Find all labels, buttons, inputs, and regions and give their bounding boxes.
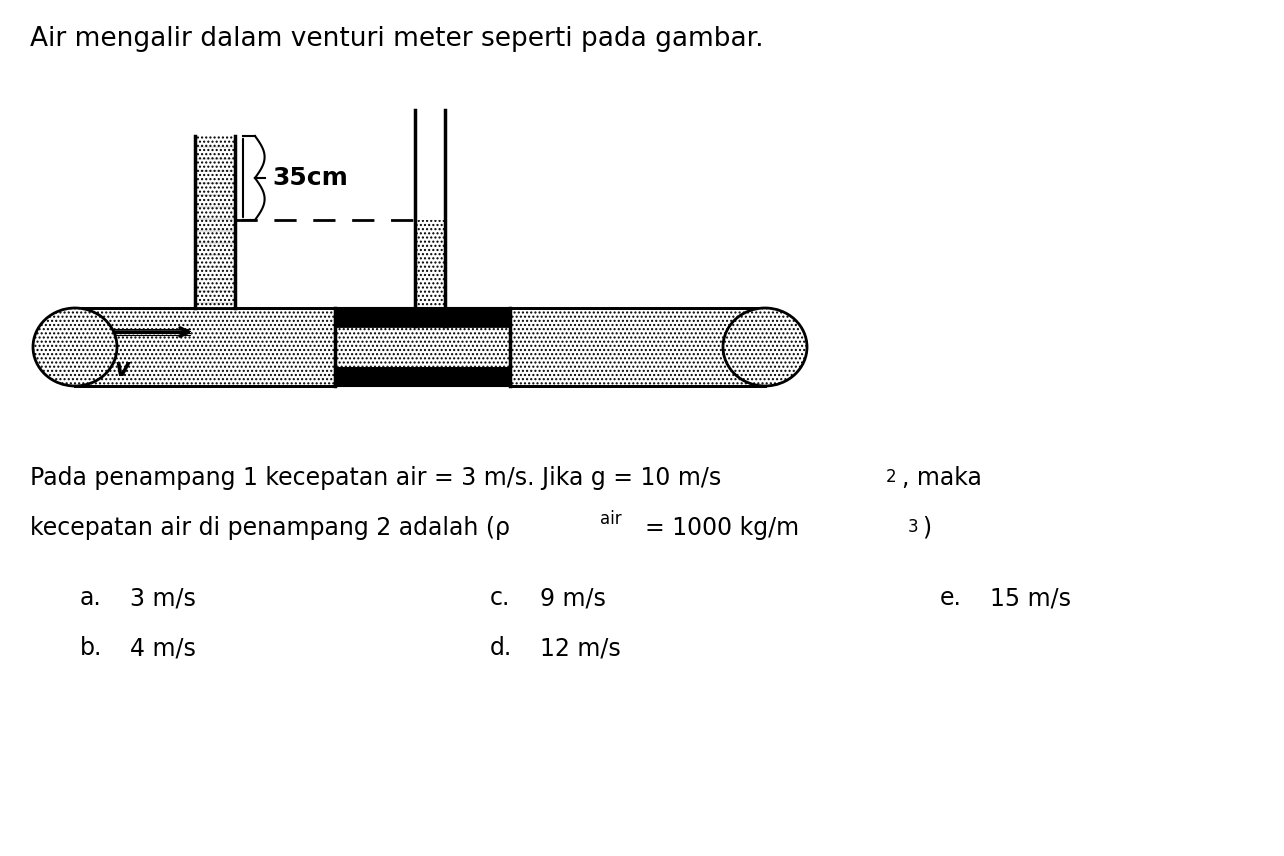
Text: air: air <box>600 510 621 528</box>
Text: 4 m/s: 4 m/s <box>130 636 196 660</box>
Text: c.: c. <box>490 586 510 610</box>
Text: kecepatan air di penampang 2 adalah (ρ: kecepatan air di penampang 2 adalah (ρ <box>30 516 510 540</box>
Text: 9 m/s: 9 m/s <box>541 586 606 610</box>
Bar <box>335 326 510 368</box>
Text: 15 m/s: 15 m/s <box>990 586 1071 610</box>
Text: 3 m/s: 3 m/s <box>130 586 196 610</box>
Text: a.: a. <box>80 586 101 610</box>
Text: e.: e. <box>940 586 962 610</box>
Text: Air mengalir dalam venturi meter seperti pada gambar.: Air mengalir dalam venturi meter seperti… <box>30 26 764 52</box>
Bar <box>74 308 335 386</box>
Text: , maka: , maka <box>901 466 982 490</box>
Bar <box>335 368 510 386</box>
Text: d.: d. <box>490 636 512 660</box>
Ellipse shape <box>723 308 808 386</box>
Bar <box>415 220 446 326</box>
Text: 2: 2 <box>886 468 896 486</box>
Text: Pada penampang 1 kecepatan air = 3 m/s. Jika g = 10 m/s: Pada penampang 1 kecepatan air = 3 m/s. … <box>30 466 722 490</box>
Text: = 1000 kg/m: = 1000 kg/m <box>645 516 799 540</box>
Text: v: v <box>116 357 131 381</box>
Bar <box>510 308 765 386</box>
Text: 3: 3 <box>908 518 918 536</box>
Ellipse shape <box>33 308 117 386</box>
Text: 35cm: 35cm <box>272 166 348 190</box>
Text: 12 m/s: 12 m/s <box>541 636 620 660</box>
Bar <box>335 308 510 326</box>
Bar <box>195 136 235 308</box>
Text: b.: b. <box>80 636 103 660</box>
Text: ): ) <box>922 516 931 540</box>
